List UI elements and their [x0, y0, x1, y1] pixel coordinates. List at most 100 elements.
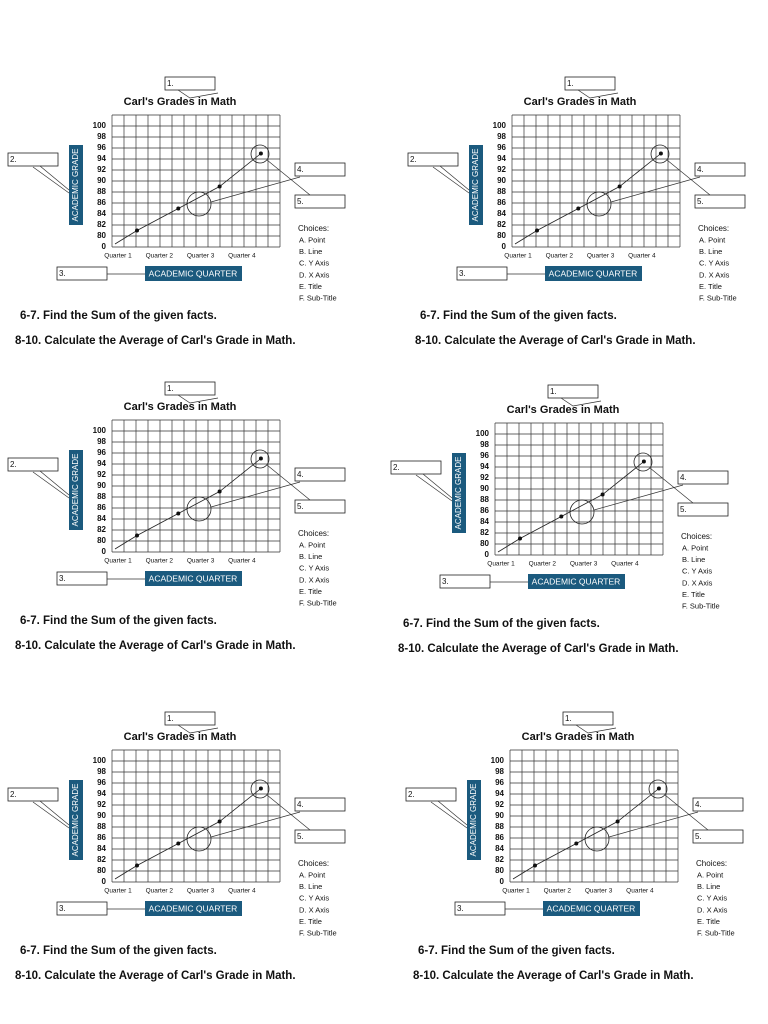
data-point: [518, 536, 522, 541]
pointer-line: [610, 176, 701, 203]
y-tick-label: 96: [480, 451, 489, 460]
y-tick-label: 88: [97, 187, 106, 196]
y-tick-label: 84: [97, 844, 106, 853]
pointer-line: [608, 811, 699, 838]
pointer-line: [210, 176, 301, 203]
x-axis-label: ACADEMIC QUARTER: [547, 903, 636, 913]
question: 8-10. Calculate the Average of Carl's Gr…: [398, 643, 679, 655]
answer-box: [294, 194, 346, 209]
answer-box: [56, 901, 108, 916]
chart-title: Carl's Grades in Math: [124, 401, 237, 413]
y-tick-label: 98: [495, 767, 504, 776]
data-point: [258, 786, 263, 791]
answer-box-label: 2.: [408, 790, 415, 799]
y-tick-label: 94: [480, 462, 489, 471]
data-point: [574, 841, 579, 846]
answer-box: [294, 829, 346, 844]
question: 8-10. Calculate the Average of Carl's Gr…: [15, 640, 296, 652]
choices-title: Choices:: [698, 224, 729, 233]
data-point: [658, 151, 663, 156]
choice: C. Y Axis: [682, 567, 712, 576]
choices-title: Choices:: [298, 224, 329, 233]
answer-box-label: 5.: [680, 505, 687, 514]
answer-box: [694, 162, 746, 177]
answer-box: [7, 152, 59, 167]
answer-box: [407, 152, 459, 167]
pointer-line: [593, 484, 684, 511]
y-tick-label: 92: [497, 165, 506, 174]
y-tick-label: 100: [476, 429, 490, 438]
y-tick-label: 96: [97, 448, 106, 457]
choice: E. Title: [682, 590, 705, 599]
choice: B. Line: [299, 247, 322, 256]
answer-box: [294, 797, 346, 812]
answer-box: [7, 787, 59, 802]
pointer-line: [575, 724, 617, 734]
y-tick-label: 84: [480, 517, 489, 526]
x-axis-box: [545, 266, 642, 281]
answer-box-label: 5.: [297, 197, 304, 206]
y-tick-label: 90: [97, 481, 106, 490]
choices-title: Choices:: [696, 859, 727, 868]
callout-circle: [250, 449, 270, 469]
question: 8-10. Calculate the Average of Carl's Gr…: [415, 335, 696, 347]
worksheet-panel: 1. Carl's Grades in Math 0 80 82 84 86 88 90 92 94…: [405, 711, 744, 982]
question: 6-7. Find the Sum of the given facts.: [20, 310, 217, 322]
answer-box-label: 1.: [167, 79, 174, 88]
x-tick-label: Quarter 4: [228, 558, 256, 565]
answer-box-label: 1.: [167, 384, 174, 393]
y-axis-box: [469, 145, 483, 225]
answer-box: [692, 829, 744, 844]
data-point: [135, 228, 139, 233]
pointer-line: [32, 471, 70, 499]
callout-circle: [250, 779, 270, 799]
question: 6-7. Find the Sum of the given facts.: [420, 310, 617, 322]
x-tick-label: Quarter 3: [585, 888, 613, 895]
x-tick-label: Quarter 2: [544, 888, 572, 895]
pointer-line: [649, 467, 694, 504]
choice: B. Line: [682, 555, 705, 564]
question: 6-7. Find the Sum of the given facts.: [20, 945, 217, 957]
callout-circle: [633, 452, 653, 472]
choice: B. Line: [699, 247, 722, 256]
y-tick-label: 90: [495, 811, 504, 820]
data-point: [576, 206, 581, 211]
answer-box: [56, 266, 108, 281]
pointer-line: [266, 464, 311, 501]
y-tick-label: 90: [480, 484, 489, 493]
pointer-line: [437, 800, 468, 826]
x-tick-label: Quarter 2: [146, 558, 174, 565]
x-axis-box: [145, 901, 242, 916]
choice: A. Point: [299, 540, 326, 549]
choice: A. Point: [697, 870, 724, 879]
choice: E. Title: [299, 282, 322, 291]
data-point: [217, 819, 222, 824]
answer-box-label: 3.: [442, 577, 449, 586]
x-tick-label: Quarter 4: [628, 253, 656, 260]
x-tick-label: Quarter 1: [104, 253, 132, 260]
y-tick-label: 86: [497, 198, 506, 207]
y-tick-label: 92: [480, 473, 489, 482]
x-axis-box: [145, 571, 242, 586]
y-tick-label: 88: [97, 822, 106, 831]
x-tick-label: Quarter 4: [228, 888, 256, 895]
x-axis-box: [528, 574, 625, 589]
y-tick-label: 94: [97, 154, 106, 163]
choice: C. Y Axis: [299, 259, 329, 268]
x-tick-label: Quarter 1: [104, 888, 132, 895]
y-axis-label: ACADEMIC GRADE: [71, 784, 80, 857]
y-tick-label: 84: [97, 209, 106, 218]
callout-circle: [569, 499, 595, 525]
data-point: [617, 184, 622, 189]
y-tick-label: 92: [495, 800, 504, 809]
answer-box: [294, 467, 346, 482]
y-tick-label: 92: [97, 165, 106, 174]
choice: A. Point: [299, 235, 326, 244]
data-point: [258, 456, 263, 461]
x-tick-label: Quarter 1: [502, 888, 530, 895]
pointer-line: [560, 397, 602, 407]
y-tick-label: 98: [480, 440, 489, 449]
choice: E. Title: [697, 917, 720, 926]
data-point: [217, 489, 222, 494]
answer-box-label: 5.: [695, 832, 702, 841]
